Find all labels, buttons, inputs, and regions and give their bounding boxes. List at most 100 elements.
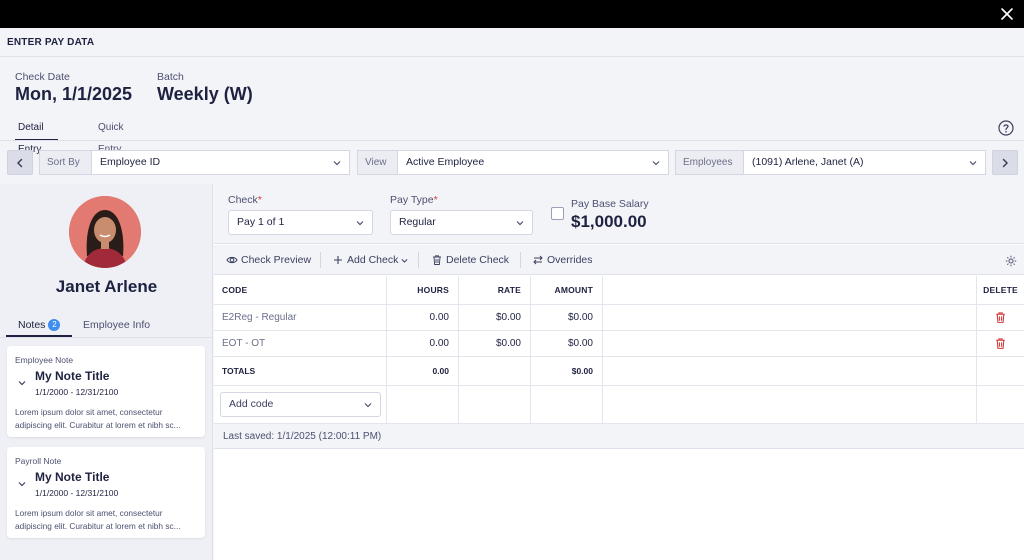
hours-cell[interactable]: 0.00 — [387, 305, 459, 330]
chevron-down-icon[interactable] — [17, 479, 27, 489]
table-row: E2Reg - Regular 0.00 $0.00 $0.00 — [214, 305, 1024, 331]
add-code-cell — [214, 386, 387, 423]
chevron-right-icon — [1002, 158, 1009, 167]
tab-detail-entry[interactable]: Detail Entry — [15, 117, 57, 155]
chevron-down-icon[interactable] — [17, 378, 27, 388]
notes-count-badge: 2 — [48, 319, 61, 331]
overrides-button[interactable]: Overrides — [532, 254, 593, 266]
chevron-down-icon — [333, 161, 341, 166]
pay-type-label-text: Pay Type — [390, 194, 434, 206]
hours-cell[interactable]: 0.00 — [387, 331, 459, 356]
delete-row-button[interactable] — [977, 305, 1024, 330]
next-employee-button[interactable] — [992, 150, 1018, 175]
totals-amount: $0.00 — [531, 357, 603, 385]
employee-note-card[interactable]: Employee Note My Note Title 1/1/2000 - 1… — [7, 346, 205, 437]
note-kind: Employee Note — [15, 355, 74, 365]
add-check-button[interactable]: Add Check — [332, 254, 409, 266]
toolbar-separator — [520, 252, 521, 268]
active-tab-indicator — [6, 335, 72, 337]
employee-name: Janet Arlene — [55, 277, 158, 296]
top-bar — [0, 0, 1024, 28]
spacer-cell — [387, 386, 459, 423]
eye-icon — [226, 256, 238, 264]
toolbar-separator — [320, 252, 321, 268]
spacer-cell — [459, 386, 531, 423]
check-value: Pay 1 of 1 — [237, 216, 285, 228]
check-date-label: Check Date — [15, 71, 70, 83]
pay-type-label: Pay Type* — [390, 194, 438, 206]
spacer-cell — [603, 357, 977, 385]
left-tabs-divider — [0, 337, 213, 338]
chevron-down-icon — [969, 161, 977, 166]
check-select[interactable]: Pay 1 of 1 — [228, 210, 373, 235]
spacer-cell — [603, 331, 977, 356]
last-saved-text: Last saved: 1/1/2025 (12:00:11 PM) — [223, 431, 382, 442]
check-preview-button[interactable]: Check Preview — [226, 254, 311, 266]
employees-select[interactable]: (1091) Arlene, Janet (A) — [743, 150, 986, 175]
notes-tab-label: Notes — [18, 319, 46, 331]
view-value: Active Employee — [406, 156, 485, 168]
trash-icon — [433, 255, 441, 265]
delete-check-label: Delete Check — [446, 254, 510, 266]
note-body: Lorem ipsum dolor sit amet, consectetur … — [15, 407, 181, 430]
amount-cell[interactable]: $0.00 — [531, 331, 603, 356]
check-date-value: Mon, 1/1/2025 — [15, 84, 133, 104]
column-header-amount: AMOUNT — [531, 276, 603, 304]
note-dates: 1/1/2000 - 12/31/2100 — [35, 387, 119, 397]
view-label: View — [357, 150, 397, 175]
trash-icon — [996, 338, 1005, 349]
batch-value: Weekly (W) — [157, 84, 253, 104]
chevron-down-icon — [356, 221, 364, 226]
spacer-cell — [531, 386, 603, 423]
title-bar: ENTER PAY DATA — [0, 28, 1024, 57]
rate-cell[interactable]: $0.00 — [459, 331, 531, 356]
pay-base-salary-label: Pay Base Salary — [571, 198, 649, 210]
view-select[interactable]: Active Employee — [397, 150, 669, 175]
totals-rate — [459, 357, 531, 385]
batch-label: Batch — [157, 71, 184, 83]
pay-base-salary-checkbox[interactable] — [551, 207, 564, 220]
tab-quick-entry[interactable]: Quick Entry — [98, 122, 124, 155]
rate-cell[interactable]: $0.00 — [459, 305, 531, 330]
help-icon[interactable] — [998, 120, 1014, 136]
add-code-select[interactable]: Add code — [220, 392, 381, 417]
check-label: Check* — [228, 194, 262, 206]
note-title: My Note Title — [35, 369, 110, 383]
spacer-cell — [977, 357, 1024, 385]
spacer-cell — [603, 386, 977, 423]
note-kind: Payroll Note — [15, 456, 62, 466]
check-label-text: Check — [228, 194, 258, 206]
toolbar-separator — [418, 252, 419, 268]
sort-by-value: Employee ID — [100, 156, 161, 168]
gear-icon[interactable] — [1005, 254, 1017, 267]
code-cell: EOT - OT — [214, 331, 387, 356]
column-header-code: CODE — [214, 276, 387, 304]
pay-type-select[interactable]: Regular — [390, 210, 533, 235]
chevron-down-icon — [364, 403, 372, 408]
note-title: My Note Title — [35, 470, 110, 484]
sort-by-select[interactable]: Employee ID — [91, 150, 350, 175]
previous-employee-button[interactable] — [7, 150, 33, 175]
close-icon[interactable] — [998, 5, 1016, 23]
employees-value: (1091) Arlene, Janet (A) — [752, 156, 864, 168]
add-check-label: Add Check — [347, 254, 399, 266]
amount-cell[interactable]: $0.00 — [531, 305, 603, 330]
column-header-delete: DELETE — [983, 285, 1018, 295]
pay-type-value: Regular — [399, 216, 436, 228]
totals-label: TOTALS — [214, 357, 387, 385]
payroll-note-card[interactable]: Payroll Note My Note Title 1/1/2000 - 12… — [7, 447, 205, 538]
tab-notes[interactable]: Notes 2 — [18, 319, 61, 331]
chevron-down-icon — [652, 161, 660, 166]
add-code-row — [214, 386, 1024, 424]
tabs-divider — [0, 140, 1024, 141]
note-body: Lorem ipsum dolor sit amet, consectetur … — [15, 508, 181, 531]
delete-row-button[interactable] — [977, 331, 1024, 356]
delete-check-button[interactable]: Delete Check — [431, 254, 509, 266]
tab-employee-info[interactable]: Employee Info — [83, 319, 151, 331]
pay-base-salary-value: $1,000.00 — [571, 212, 647, 231]
chevron-down-icon — [401, 258, 408, 263]
table-header: CODE HOURS RATE AMOUNT DELETE — [214, 276, 1024, 305]
totals-hours: 0.00 — [387, 357, 459, 385]
overrides-label: Overrides — [547, 254, 593, 266]
page-title: ENTER PAY DATA — [7, 37, 95, 48]
